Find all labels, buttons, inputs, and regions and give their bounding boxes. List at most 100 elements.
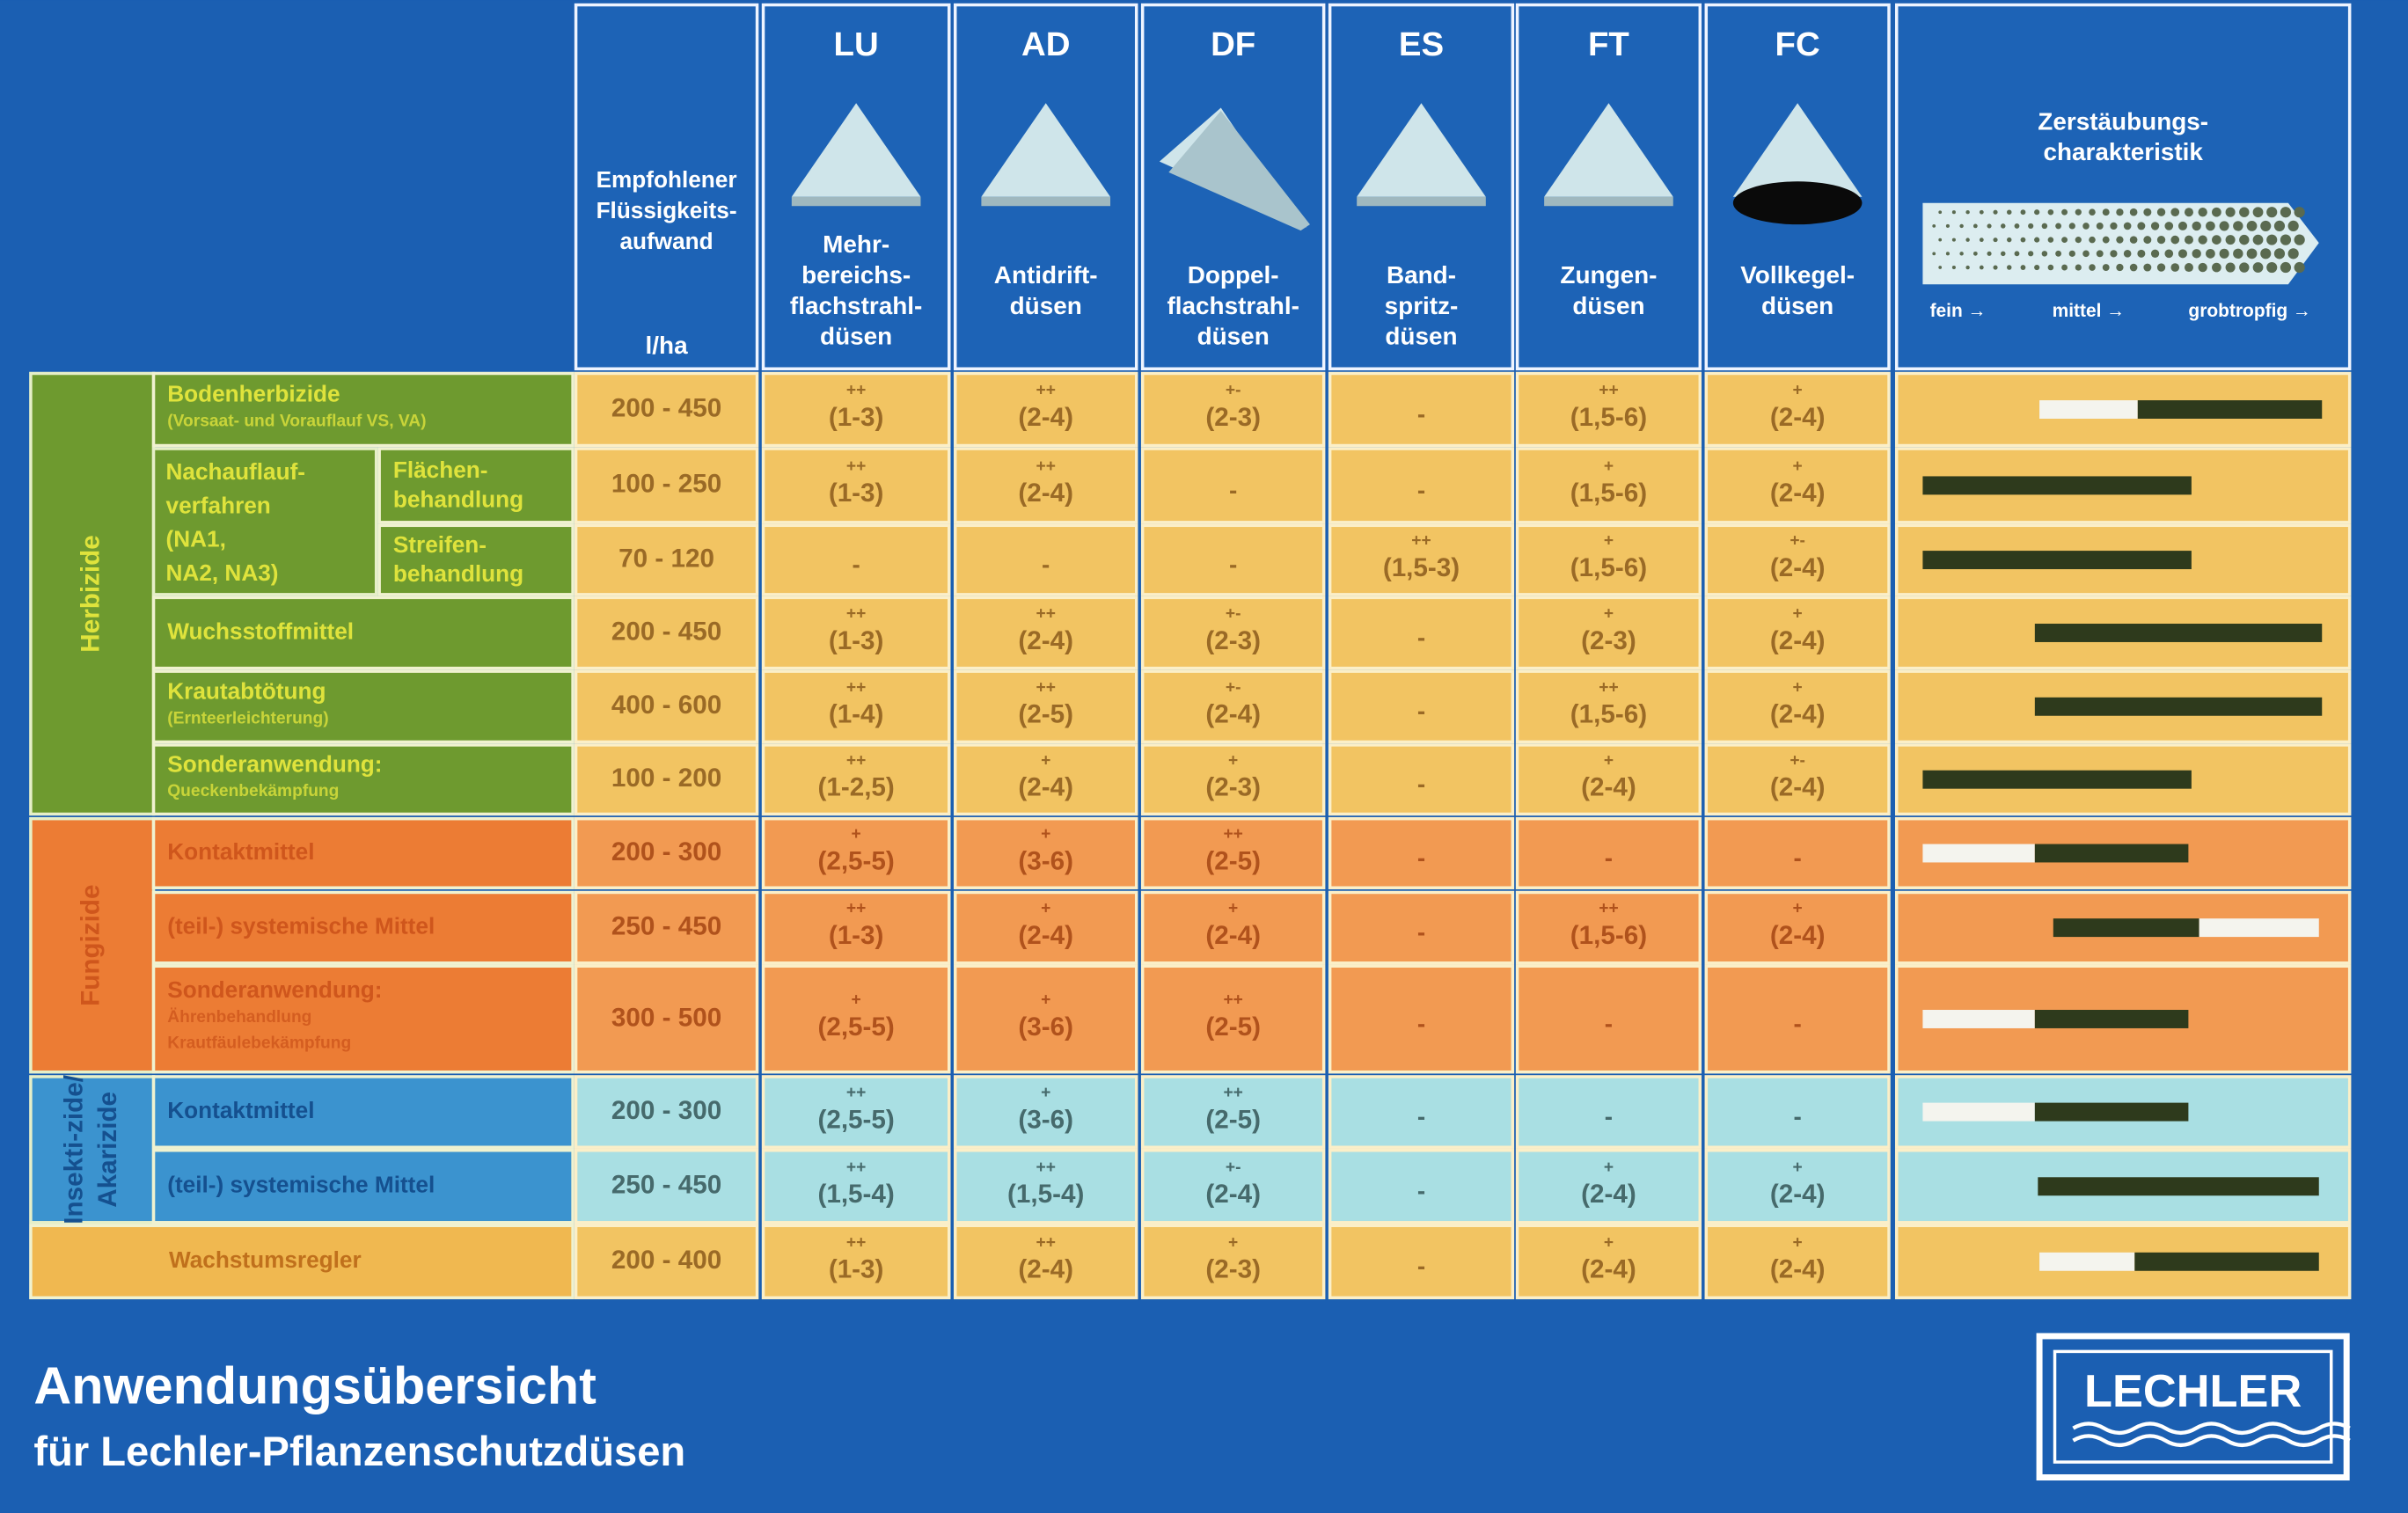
- label: +: [1604, 1159, 1614, 1177]
- label: ++: [1599, 678, 1618, 697]
- spray-dot: [2239, 207, 2250, 217]
- spray-dot: [2150, 249, 2160, 258]
- flow-cell: [574, 1148, 759, 1224]
- spray-dot: [1951, 266, 1956, 270]
- label-cell: [377, 447, 575, 524]
- nozzle-icon: [981, 196, 1111, 207]
- rating-cell: [761, 596, 951, 670]
- label-cell: [151, 1148, 575, 1224]
- label: +: [1793, 382, 1803, 400]
- spray-dot: [2212, 207, 2221, 217]
- spray-dot: [2170, 235, 2180, 245]
- label: LECHLER: [2084, 1366, 2302, 1417]
- spectrum-bar: [2038, 1177, 2319, 1196]
- rating-cell: [761, 816, 951, 889]
- label: aufwand: [619, 228, 713, 254]
- label: 300 - 500: [611, 1003, 721, 1032]
- label: (2-3): [1205, 773, 1261, 802]
- label: (3-6): [1018, 1105, 1073, 1134]
- label: l/ha: [646, 332, 689, 359]
- nozzle-icon: [981, 103, 1111, 197]
- spray-dot: [2246, 221, 2258, 231]
- label: Insekti-zide/: [59, 1075, 88, 1224]
- rating-cell: [953, 523, 1138, 596]
- label-cell: [151, 890, 575, 965]
- rating-cell: [761, 964, 951, 1074]
- label: Streifen-: [393, 531, 487, 558]
- spray-cell: [1894, 669, 2352, 744]
- spray-dot: [2287, 248, 2299, 259]
- spray-dot: [2246, 248, 2258, 259]
- rating-cell: [1140, 669, 1326, 744]
- label: (2,5-5): [817, 1105, 894, 1134]
- spray-dot: [1965, 265, 1970, 270]
- spray-dot: [2294, 261, 2305, 274]
- spray-dot: [1987, 223, 1992, 229]
- rating-cell: [1140, 371, 1326, 448]
- spectrum-bar: [2039, 400, 2138, 419]
- rating-cell: [1704, 1224, 1891, 1300]
- spray-dot: [2041, 223, 2048, 230]
- label: (3-6): [1018, 846, 1073, 875]
- rating-cell: [761, 523, 951, 596]
- spray-dot: [2233, 221, 2243, 231]
- group-cell: [29, 1075, 156, 1224]
- spectrum-bar: [1922, 1010, 2035, 1028]
- rating-cell: [953, 743, 1138, 816]
- label: -: [852, 551, 860, 578]
- spray-dot: [2280, 261, 2292, 274]
- nozzle-icon: [1544, 196, 1673, 207]
- label: Sonderanwendung:: [167, 750, 382, 777]
- spectrum-bar: [1922, 1102, 2035, 1122]
- label-cell: [151, 596, 575, 670]
- label: (2-4): [1205, 921, 1261, 950]
- label: Wachstumsregler: [169, 1246, 362, 1273]
- spray-dot: [2102, 208, 2110, 216]
- spray-dot: [2170, 263, 2180, 272]
- spray-dot: [2034, 264, 2040, 271]
- rating-cell: [1328, 596, 1515, 670]
- label: (2-4): [1770, 553, 1826, 582]
- label: Queckenbekämpfung: [167, 782, 339, 800]
- rating-cell: [1704, 1148, 1891, 1224]
- label: Doppel-: [1188, 261, 1279, 289]
- label: (2-4): [1018, 921, 1073, 950]
- rating-cell: [1328, 964, 1515, 1074]
- label: Akarizide: [93, 1092, 122, 1208]
- label: grobtropfig →: [2188, 301, 2311, 321]
- rating-cell: [953, 816, 1138, 889]
- label: (1-3): [829, 921, 884, 950]
- label: ++: [846, 1159, 866, 1177]
- spectrum-bar: [1922, 844, 2035, 863]
- rating-cell: [761, 1148, 951, 1224]
- label: ES: [1399, 26, 1444, 63]
- label: +: [1604, 1233, 1614, 1252]
- label: (1,5-6): [1570, 403, 1647, 432]
- label: (2-4): [1581, 1255, 1636, 1284]
- label: -: [1605, 1102, 1613, 1129]
- label: -: [1417, 771, 1425, 798]
- label: (1-2,5): [817, 773, 894, 802]
- flow-cell: [574, 447, 759, 524]
- spray-dot: [2156, 263, 2166, 272]
- label: (NA1,: [166, 526, 226, 552]
- label: ++: [1223, 1084, 1242, 1102]
- spray-dot: [2184, 235, 2193, 245]
- rating-cell: [1704, 816, 1891, 889]
- label: (2-3): [1581, 626, 1636, 655]
- rating-cell: [1704, 1075, 1891, 1149]
- rating-cell: [1328, 371, 1515, 448]
- label: -: [1229, 551, 1237, 578]
- spray-dot: [1979, 238, 1984, 243]
- rating-cell: [1328, 816, 1515, 889]
- spectrum-bar: [1922, 770, 2192, 789]
- label-cell: [151, 1075, 575, 1149]
- rating-cell: [1704, 964, 1891, 1074]
- label: (2-4): [1018, 403, 1073, 432]
- spray-dot: [2068, 250, 2075, 257]
- label: ++: [846, 605, 866, 624]
- label: charakteristik: [2043, 138, 2203, 165]
- rating-cell: [953, 596, 1138, 670]
- label: +: [852, 825, 861, 844]
- spray-dot: [2028, 251, 2034, 257]
